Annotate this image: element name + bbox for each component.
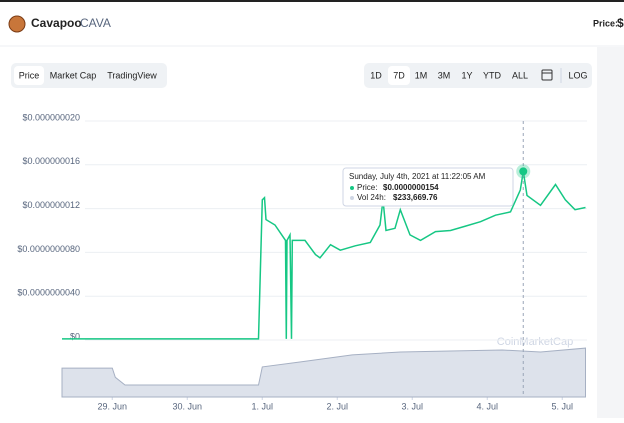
tooltip-volume: $233,669.76 [393,193,438,202]
x-tick-label: 3. Jul [401,401,423,411]
range-button[interactable]: 1D [370,70,382,80]
range-button[interactable]: ALL [512,70,528,80]
tooltip-price: $0.0000000154 [383,183,439,192]
tab[interactable]: Market Cap [50,70,97,80]
tab-group [11,63,167,88]
y-tick-label: $0.000000020 [22,112,80,122]
price-line [62,171,586,340]
range-active [388,66,410,85]
tooltip-date: Sunday, July 4th, 2021 at 11:22:05 AM [349,172,486,181]
log-toggle[interactable]: LOG [568,70,587,80]
tooltip [342,167,514,207]
price-value: $ [617,16,624,30]
x-tick-label: 4. Jul [476,401,498,411]
x-tick-label: 30. Jun [172,401,202,411]
range-button[interactable]: 1M [415,70,428,80]
tooltip-price-label: Price: [357,183,377,192]
tab[interactable]: Price [19,70,40,80]
top-edge [0,0,624,2]
range-button[interactable]: 7D [393,70,405,80]
x-tick-label: 29. Jun [97,401,127,411]
range-button[interactable]: 1Y [461,70,472,80]
x-tick-label: 1. Jul [251,401,273,411]
y-tick-label: $0.0000000040 [17,288,80,298]
x-tick-label: 5. Jul [551,401,573,411]
tab[interactable]: TradingView [107,70,157,80]
y-tick-label: $0 [70,331,80,341]
coin-symbol: CAVA [80,16,111,30]
side-panel [597,47,624,418]
coin-name: Cavapoo [31,16,82,30]
y-tick-label: $0.0000000080 [17,244,80,254]
price-label: Price: [593,18,618,28]
coin-logo [8,15,26,33]
volume-area [61,347,586,398]
hover-point [519,167,528,176]
tooltip-dot [350,196,354,200]
header-bar [0,2,624,46]
calendar-icon[interactable] [541,69,553,81]
range-button[interactable]: 3M [438,70,451,80]
y-tick-label: $0.000000012 [22,200,80,210]
x-tick-label: 2. Jul [326,401,348,411]
tooltip-dot [350,186,354,190]
y-tick-label: $0.000000016 [22,156,80,166]
tab-active [14,66,44,85]
watermark: CoinMarketCap [497,336,573,348]
tooltip-volume-label: Vol 24h: [357,193,386,202]
range-button[interactable]: YTD [483,70,502,80]
range-group [364,63,592,88]
